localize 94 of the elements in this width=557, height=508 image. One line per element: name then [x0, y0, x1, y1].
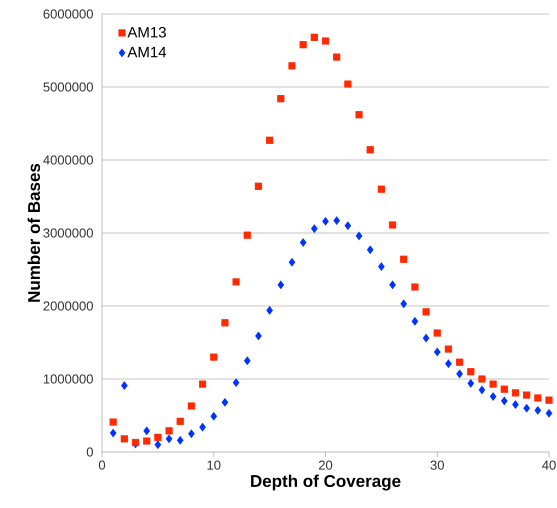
point	[188, 402, 195, 410]
y-tick-label: 2000000	[44, 301, 93, 311]
point	[422, 308, 430, 316]
point	[322, 216, 329, 226]
point	[378, 262, 385, 271]
point	[366, 245, 374, 254]
y-tick-label: 5000000	[43, 82, 93, 92]
point	[288, 258, 296, 267]
point	[232, 378, 240, 388]
x-tick-label: 10	[208, 460, 220, 470]
point	[333, 216, 340, 225]
point	[176, 418, 184, 425]
point	[277, 280, 284, 290]
point	[444, 345, 452, 353]
point	[244, 356, 251, 366]
point	[422, 334, 430, 343]
point	[143, 426, 150, 436]
point	[546, 408, 552, 418]
point	[254, 182, 262, 190]
point	[356, 232, 362, 240]
y-tick-label: 6000000	[44, 9, 93, 19]
x-tick-label: 20	[318, 460, 332, 470]
point	[500, 396, 508, 406]
point	[110, 428, 117, 438]
point	[154, 434, 162, 441]
point	[490, 392, 496, 401]
point	[412, 316, 418, 326]
point	[478, 375, 486, 383]
point	[366, 146, 374, 154]
point	[333, 53, 340, 61]
point	[210, 412, 218, 421]
point	[154, 440, 162, 450]
point	[456, 358, 464, 366]
point	[288, 62, 296, 70]
point	[467, 368, 474, 376]
point	[467, 378, 474, 388]
point	[165, 427, 173, 434]
x-tick-label: 30	[430, 460, 444, 470]
y-tick-label: 0	[86, 447, 93, 457]
point	[266, 306, 273, 315]
point	[310, 34, 318, 41]
point	[500, 386, 508, 393]
legend-label: AM14	[127, 46, 166, 58]
point	[490, 380, 497, 388]
point	[300, 41, 307, 48]
point	[478, 386, 486, 394]
point	[244, 232, 251, 239]
point	[198, 380, 206, 388]
point	[512, 389, 520, 396]
point	[378, 186, 385, 193]
legend-label: AM13	[127, 26, 166, 38]
y-tick-label: 1000000	[44, 374, 93, 384]
y-tick-label: 3000000	[43, 228, 93, 238]
point	[232, 278, 240, 286]
point	[344, 80, 352, 88]
point	[434, 329, 441, 337]
point	[120, 435, 128, 442]
point	[221, 319, 229, 326]
point	[456, 369, 463, 378]
point	[545, 396, 553, 404]
point	[388, 221, 396, 229]
point	[389, 280, 396, 290]
point	[310, 224, 318, 234]
y-tick-label: 4000000	[43, 155, 93, 165]
point	[210, 354, 218, 361]
x-tick-label: 0	[98, 460, 106, 470]
point	[355, 111, 363, 118]
point	[322, 37, 330, 45]
point	[344, 221, 352, 230]
point	[222, 398, 228, 407]
point	[266, 136, 274, 144]
point	[255, 332, 262, 340]
point	[400, 299, 408, 308]
point	[166, 434, 172, 444]
point	[523, 391, 530, 399]
point	[534, 394, 542, 402]
x-tick-label: 40	[542, 460, 556, 470]
point	[176, 436, 184, 445]
y-axis-title: Number of Bases	[28, 164, 40, 302]
point	[434, 348, 441, 356]
point	[143, 437, 150, 445]
point	[188, 429, 195, 438]
point	[512, 400, 519, 409]
point	[300, 238, 307, 247]
x-axis-title: Depth of Coverage	[251, 474, 400, 490]
point	[534, 406, 542, 415]
point	[445, 359, 452, 368]
point	[411, 283, 419, 291]
point	[400, 256, 408, 263]
point	[277, 95, 284, 102]
point	[110, 418, 117, 426]
point	[121, 381, 128, 390]
point	[199, 422, 206, 432]
point	[523, 404, 530, 413]
